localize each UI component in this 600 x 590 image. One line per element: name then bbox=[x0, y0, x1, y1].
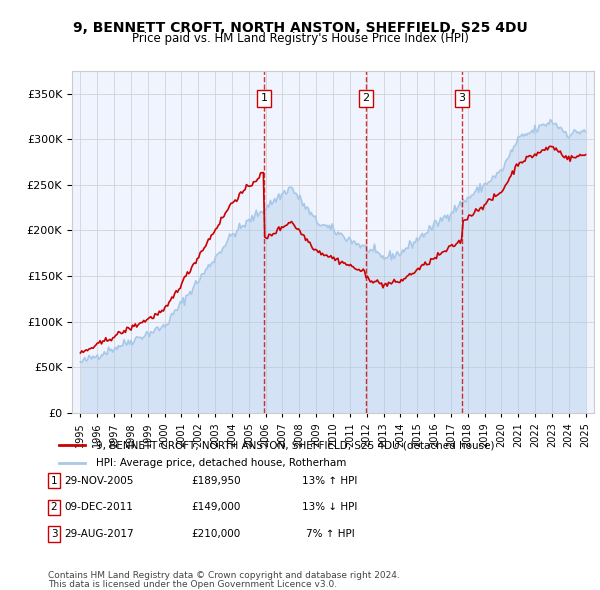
Text: HPI: Average price, detached house, Rotherham: HPI: Average price, detached house, Roth… bbox=[95, 458, 346, 468]
Text: Contains HM Land Registry data © Crown copyright and database right 2024.: Contains HM Land Registry data © Crown c… bbox=[48, 571, 400, 580]
Text: Price paid vs. HM Land Registry's House Price Index (HPI): Price paid vs. HM Land Registry's House … bbox=[131, 32, 469, 45]
Text: This data is licensed under the Open Government Licence v3.0.: This data is licensed under the Open Gov… bbox=[48, 579, 337, 589]
Text: 9, BENNETT CROFT, NORTH ANSTON, SHEFFIELD, S25 4DU: 9, BENNETT CROFT, NORTH ANSTON, SHEFFIEL… bbox=[73, 21, 527, 35]
Text: 2: 2 bbox=[362, 93, 369, 103]
Text: 2: 2 bbox=[50, 503, 58, 512]
Text: 29-AUG-2017: 29-AUG-2017 bbox=[64, 529, 134, 539]
Text: 3: 3 bbox=[458, 93, 466, 103]
Text: 29-NOV-2005: 29-NOV-2005 bbox=[64, 476, 134, 486]
Text: £149,000: £149,000 bbox=[191, 503, 241, 512]
Text: 1: 1 bbox=[50, 476, 58, 486]
Text: 7% ↑ HPI: 7% ↑ HPI bbox=[305, 529, 355, 539]
Text: 3: 3 bbox=[50, 529, 58, 539]
Text: 09-DEC-2011: 09-DEC-2011 bbox=[65, 503, 133, 512]
Text: 13% ↑ HPI: 13% ↑ HPI bbox=[302, 476, 358, 486]
Text: 1: 1 bbox=[260, 93, 268, 103]
Text: £189,950: £189,950 bbox=[191, 476, 241, 486]
Text: 13% ↓ HPI: 13% ↓ HPI bbox=[302, 503, 358, 512]
Text: £210,000: £210,000 bbox=[191, 529, 241, 539]
Text: 9, BENNETT CROFT, NORTH ANSTON, SHEFFIELD, S25 4DU (detached house): 9, BENNETT CROFT, NORTH ANSTON, SHEFFIEL… bbox=[95, 440, 494, 450]
